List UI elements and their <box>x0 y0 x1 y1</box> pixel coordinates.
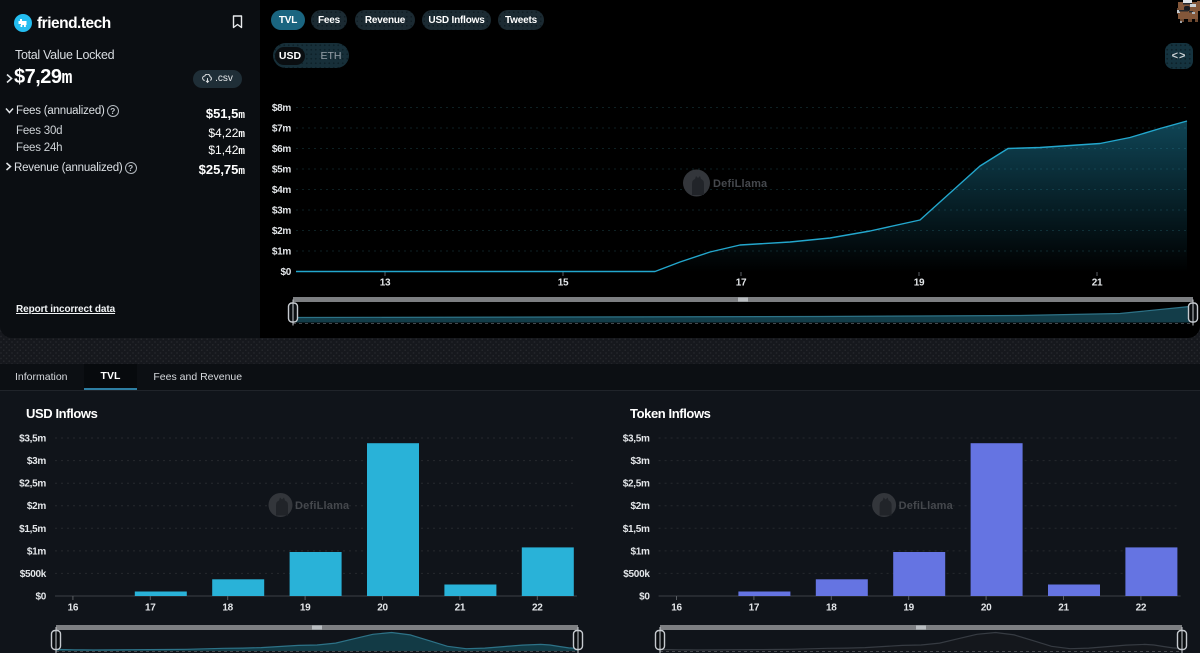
svg-text:19: 19 <box>300 603 311 614</box>
svg-text:$8m: $8m <box>272 103 292 114</box>
svg-text:$4m: $4m <box>272 185 292 196</box>
svg-text:15: 15 <box>558 278 569 289</box>
svg-text:Token Inflows: Token Inflows <box>630 406 711 421</box>
svg-text:$2,5m: $2,5m <box>19 479 46 490</box>
svg-text:$3,5m: $3,5m <box>19 434 46 445</box>
svg-text:$500k: $500k <box>623 569 650 580</box>
svg-text:$1m: $1m <box>272 247 292 258</box>
svg-text:16: 16 <box>68 603 79 614</box>
svg-text:$500k: $500k <box>20 569 47 580</box>
svg-text:19: 19 <box>914 278 925 289</box>
svg-text:$3m: $3m <box>272 206 292 217</box>
svg-text:$6m: $6m <box>272 144 292 155</box>
svg-text:$1,5m: $1,5m <box>19 524 46 535</box>
svg-text:18: 18 <box>826 603 837 614</box>
svg-text:$0: $0 <box>280 267 291 278</box>
svg-text:$3,5m: $3,5m <box>623 434 650 445</box>
svg-text:$2m: $2m <box>27 501 47 512</box>
svg-text:$2,5m: $2,5m <box>623 479 650 490</box>
svg-text:$1,5m: $1,5m <box>623 524 650 535</box>
svg-text:$5m: $5m <box>272 165 292 176</box>
svg-text:17: 17 <box>145 603 156 614</box>
svg-text:$1m: $1m <box>630 546 650 557</box>
svg-text:$2m: $2m <box>272 226 292 237</box>
svg-text:13: 13 <box>380 278 391 289</box>
svg-text:DefiLlama: DefiLlama <box>899 500 954 512</box>
svg-text:21: 21 <box>455 603 466 614</box>
svg-text:$1m: $1m <box>27 546 47 557</box>
svg-text:22: 22 <box>532 603 543 614</box>
svg-text:21: 21 <box>1058 603 1069 614</box>
svg-text:18: 18 <box>222 603 233 614</box>
svg-text:$2m: $2m <box>630 501 650 512</box>
svg-text:16: 16 <box>671 603 682 614</box>
svg-text:17: 17 <box>736 278 747 289</box>
svg-text:DefiLlama: DefiLlama <box>713 178 768 190</box>
svg-text:USD Inflows: USD Inflows <box>26 406 98 421</box>
svg-text:22: 22 <box>1136 603 1147 614</box>
svg-text:20: 20 <box>981 603 992 614</box>
svg-text:$3m: $3m <box>630 456 650 467</box>
svg-text:21: 21 <box>1092 278 1103 289</box>
svg-text:$3m: $3m <box>27 456 47 467</box>
svg-text:$7m: $7m <box>272 124 292 135</box>
svg-text:$0: $0 <box>35 592 46 603</box>
svg-text:20: 20 <box>377 603 388 614</box>
svg-text:$0: $0 <box>639 592 650 603</box>
svg-text:17: 17 <box>749 603 760 614</box>
svg-text:DefiLlama: DefiLlama <box>295 500 350 512</box>
svg-text:19: 19 <box>903 603 914 614</box>
